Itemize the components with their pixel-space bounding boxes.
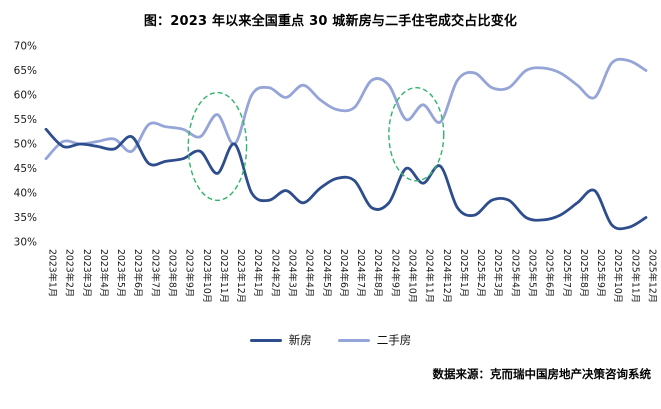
svg-text:2024年2月: 2024年2月 [269, 249, 281, 297]
svg-text:2024年9月: 2024年9月 [389, 249, 401, 297]
svg-text:2024年6月: 2024年6月 [338, 249, 350, 297]
svg-text:35%: 35% [14, 212, 37, 224]
svg-text:2023年8月: 2023年8月 [167, 249, 179, 297]
secondhand-house-line-swatch [337, 338, 370, 342]
legend-item-new-house: 新房 [249, 332, 312, 348]
svg-text:2025年6月: 2025年6月 [544, 249, 556, 297]
svg-text:50%: 50% [14, 139, 37, 151]
svg-text:2025年11月: 2025年11月 [629, 249, 641, 303]
svg-text:2023年11月: 2023年11月 [218, 249, 230, 303]
svg-text:2025年5月: 2025年5月 [527, 249, 539, 297]
svg-text:2023年5月: 2023年5月 [115, 249, 127, 297]
legend-label-new-house: 新房 [288, 333, 312, 347]
svg-text:2023年9月: 2023年9月 [184, 249, 196, 297]
legend-item-secondhand-house: 二手房 [337, 332, 412, 348]
svg-text:2023年6月: 2023年6月 [132, 249, 144, 297]
svg-text:2025年8月: 2025年8月 [578, 249, 590, 297]
svg-text:2024年8月: 2024年8月 [372, 249, 384, 297]
svg-text:2023年4月: 2023年4月 [98, 249, 110, 297]
svg-text:2023年10月: 2023年10月 [201, 249, 213, 303]
svg-text:2024年11月: 2024年11月 [424, 249, 436, 303]
svg-text:2024年12月: 2024年12月 [441, 249, 453, 303]
svg-text:2024年3月: 2024年3月 [287, 249, 299, 297]
svg-text:2025年4月: 2025年4月 [509, 249, 521, 297]
svg-text:60%: 60% [14, 90, 37, 102]
svg-text:2024年4月: 2024年4月 [304, 249, 316, 297]
svg-text:2023年3月: 2023年3月 [81, 249, 93, 297]
svg-text:65%: 65% [14, 65, 37, 77]
svg-text:2025年7月: 2025年7月 [561, 249, 573, 297]
svg-text:45%: 45% [14, 163, 37, 175]
data-source: 数据来源：克而瑞中国房地产决策咨询系统 [432, 367, 652, 381]
svg-text:2024年1月: 2024年1月 [252, 249, 264, 297]
svg-text:40%: 40% [14, 188, 37, 200]
svg-text:2025年2月: 2025年2月 [475, 249, 487, 297]
line-chart: 70% 65% 60% 55% 50% 45% 40% 35% 30% 2023年1月 2023年2… [0, 32, 661, 314]
svg-text:2025年10月: 2025年10月 [612, 249, 624, 303]
new-house-line-swatch [249, 338, 282, 342]
svg-text:2023年12月: 2023年12月 [235, 249, 247, 303]
svg-text:2024年5月: 2024年5月 [321, 249, 333, 297]
svg-text:2024年10月: 2024年10月 [407, 249, 419, 303]
svg-text:2023年1月: 2023年1月 [47, 249, 59, 297]
svg-text:2025年1月: 2025年1月 [458, 249, 470, 297]
legend: 新房 二手房 [0, 328, 661, 352]
svg-text:55%: 55% [14, 114, 37, 126]
chart-title: 图：2023 年以来全国重点 30 城新房与二手住宅成交占比变化 [143, 14, 518, 29]
legend-label-secondhand-house: 二手房 [376, 333, 412, 347]
svg-text:2024年7月: 2024年7月 [355, 249, 367, 297]
svg-text:2025年12月: 2025年12月 [647, 249, 659, 303]
svg-text:2025年9月: 2025年9月 [595, 249, 607, 297]
svg-text:2025年3月: 2025年3月 [492, 249, 504, 297]
svg-text:30%: 30% [14, 237, 37, 249]
svg-text:2023年7月: 2023年7月 [149, 249, 161, 297]
chart-canvas: 70% 65% 60% 55% 50% 45% 40% 35% 30% 2023年1月 2023年2… [14, 41, 659, 304]
svg-text:70%: 70% [14, 41, 37, 53]
svg-text:2023年2月: 2023年2月 [64, 249, 76, 297]
